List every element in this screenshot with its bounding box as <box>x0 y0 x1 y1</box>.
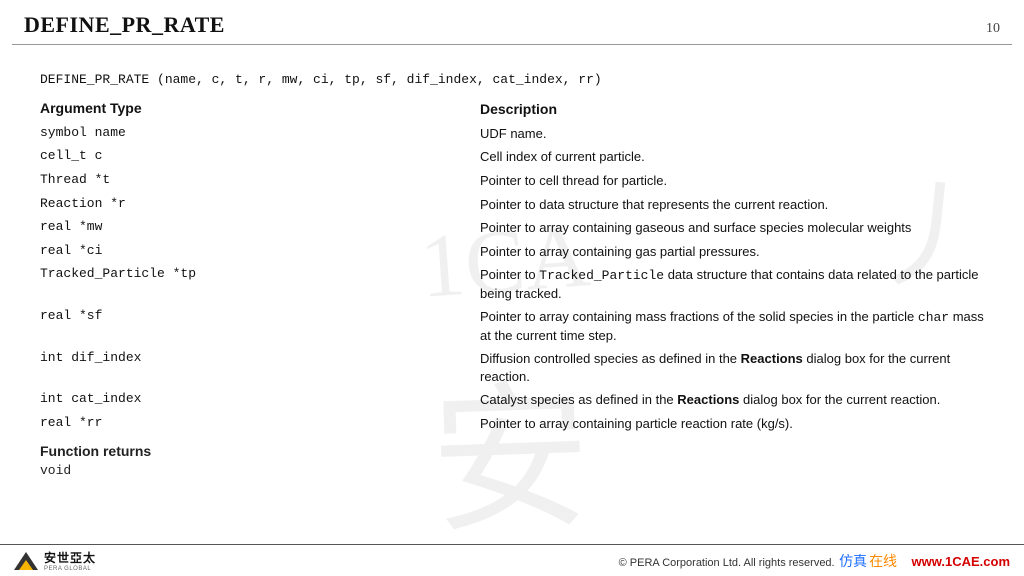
page-title: DEFINE_PR_RATE <box>24 12 225 38</box>
copyright-text: © PERA Corporation Ltd. All rights reser… <box>619 557 835 569</box>
watermark-cn-blue: 仿真 <box>839 553 867 569</box>
arg-desc: Pointer to array containing gaseous and … <box>480 219 984 237</box>
function-signature: DEFINE_PR_RATE (name, c, t, r, mw, ci, t… <box>40 72 602 87</box>
arg-name: cell_t c <box>40 148 480 163</box>
header-rule <box>12 44 1012 45</box>
returns-header: Function returns <box>40 443 984 459</box>
arg-name: Reaction *r <box>40 196 480 211</box>
arg-desc: UDF name. <box>480 125 984 143</box>
arg-name: int cat_index <box>40 391 480 406</box>
arg-desc: Pointer to array containing gas partial … <box>480 243 984 261</box>
arg-desc: Pointer to Tracked_Particle data structu… <box>480 266 984 302</box>
arg-name: real *rr <box>40 415 480 430</box>
arg-desc: Cell index of current particle. <box>480 148 984 166</box>
page-number: 10 <box>986 21 1000 37</box>
arg-desc: Pointer to array containing particle rea… <box>480 415 984 433</box>
arg-name: symbol name <box>40 125 480 140</box>
arg-desc: Catalyst species as defined in the React… <box>480 391 984 409</box>
arguments-table: Argument Type Description symbol nameUDF… <box>40 100 984 478</box>
col-header-description: Description <box>480 100 984 119</box>
arg-name: real *ci <box>40 243 480 258</box>
logo-triangle-icon <box>14 552 38 570</box>
watermark-cn-orange: 在线 <box>869 553 897 569</box>
watermark-url: www.1CAE.com <box>912 554 1010 569</box>
arg-desc: Diffusion controlled species as defined … <box>480 350 984 385</box>
col-header-argument: Argument Type <box>40 100 480 116</box>
arg-name: real *mw <box>40 219 480 234</box>
arg-name: real *sf <box>40 308 480 323</box>
arg-desc: Pointer to cell thread for particle. <box>480 172 984 190</box>
logo-text: 安世亞太 <box>44 551 96 565</box>
arg-desc: Pointer to data structure that represent… <box>480 196 984 214</box>
footer: 安世亞太 PERA GLOBAL © PERA Corporation Ltd.… <box>0 544 1024 576</box>
arg-name: Thread *t <box>40 172 480 187</box>
returns-value: void <box>40 463 984 478</box>
arg-name: int dif_index <box>40 350 480 365</box>
arg-name: Tracked_Particle *tp <box>40 266 480 281</box>
logo-subtext: PERA GLOBAL <box>44 566 96 572</box>
footer-right: © PERA Corporation Ltd. All rights reser… <box>619 551 1010 571</box>
footer-logo: 安世亞太 PERA GLOBAL <box>14 549 96 572</box>
arg-desc: Pointer to array containing mass fractio… <box>480 308 984 344</box>
